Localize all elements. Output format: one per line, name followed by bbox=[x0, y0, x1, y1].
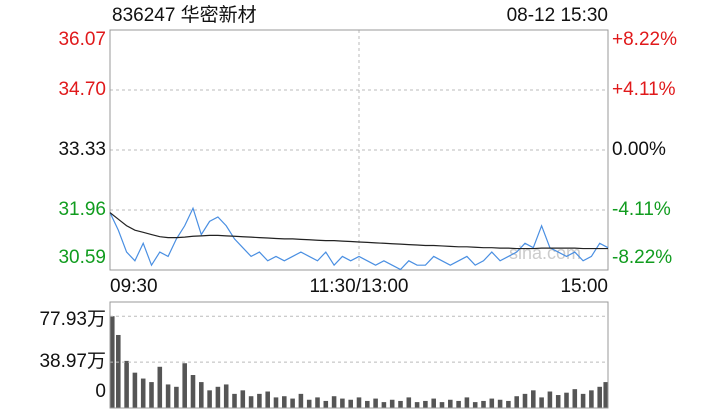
volume-bar bbox=[248, 396, 254, 408]
y-tick-label: 33.33 bbox=[58, 139, 106, 160]
volume-bar bbox=[257, 393, 262, 408]
volume-bar bbox=[531, 390, 536, 408]
y2-tick-label: 0.00% bbox=[612, 139, 666, 160]
volume-bar bbox=[215, 386, 221, 408]
volume-bar bbox=[132, 372, 138, 408]
volume-bar bbox=[199, 382, 204, 408]
volume-bar bbox=[414, 402, 420, 408]
price-line bbox=[109, 206, 609, 271]
volume-bar bbox=[348, 399, 353, 408]
volume-bar bbox=[323, 400, 329, 408]
volume-bar bbox=[190, 375, 196, 408]
x-tick-label: 15:00 bbox=[560, 276, 608, 297]
volume-bar bbox=[439, 402, 445, 408]
volume-bar bbox=[273, 397, 279, 408]
y-tick-label: 31.96 bbox=[58, 199, 106, 220]
y-tick-label: 36.07 bbox=[58, 29, 106, 50]
volume-bar bbox=[282, 396, 287, 408]
volume-bar bbox=[124, 360, 129, 408]
chart-title: 836247 华密新材 bbox=[112, 4, 257, 26]
x-tick-label: 09:30 bbox=[110, 276, 158, 297]
volume-bar bbox=[157, 366, 163, 408]
volume-bar bbox=[165, 384, 171, 408]
volume-bar bbox=[149, 382, 154, 408]
volume-bar bbox=[240, 390, 246, 408]
volume-bar bbox=[340, 398, 345, 408]
volume-bar bbox=[589, 390, 594, 408]
volume-bar bbox=[489, 398, 495, 408]
volume-bar bbox=[472, 402, 478, 408]
volume-bar bbox=[597, 386, 602, 408]
volume-bar bbox=[140, 378, 146, 408]
volume-bar bbox=[356, 397, 362, 408]
volume-bar bbox=[381, 402, 387, 408]
price-line bbox=[109, 212, 608, 250]
watermark: sina.com bbox=[509, 243, 581, 263]
volume-bar bbox=[506, 400, 511, 408]
y-tick-label: 0 bbox=[95, 381, 106, 402]
volume-bar bbox=[331, 396, 337, 408]
y2-tick-label: +8.22% bbox=[612, 29, 677, 50]
volume-bar bbox=[497, 399, 503, 408]
volume-bar bbox=[207, 390, 212, 408]
volume-bar bbox=[389, 399, 395, 408]
volume-bar bbox=[514, 396, 519, 408]
volume-bar bbox=[365, 400, 370, 408]
volume-bar bbox=[223, 384, 229, 408]
volume-bar bbox=[290, 398, 295, 408]
y-tick-label: 77.93万 bbox=[39, 309, 106, 330]
y2-tick-label: -4.11% bbox=[612, 199, 671, 220]
volume-bar bbox=[232, 393, 237, 408]
volume-bar bbox=[448, 399, 453, 408]
volume-bar bbox=[547, 391, 553, 408]
y2-tick-label: -8.22% bbox=[612, 247, 672, 268]
volume-bar bbox=[539, 397, 544, 408]
volume-bar bbox=[431, 398, 436, 408]
volume-bar bbox=[182, 363, 187, 408]
volume-bar bbox=[306, 399, 312, 408]
volume-bar bbox=[398, 400, 403, 408]
volume-bar bbox=[522, 393, 528, 408]
y-tick-label: 38.97万 bbox=[39, 351, 106, 372]
volume-bar bbox=[580, 393, 586, 408]
price-frame bbox=[109, 29, 609, 271]
volume-bar bbox=[456, 400, 461, 408]
volume-bar bbox=[603, 382, 608, 408]
volume-bar bbox=[464, 397, 470, 408]
volume-bar bbox=[373, 398, 378, 408]
volume-bar bbox=[564, 392, 569, 408]
volume-bar bbox=[116, 334, 121, 408]
volume-bar bbox=[265, 391, 270, 408]
volume-bar bbox=[481, 400, 486, 408]
volume-bar bbox=[174, 386, 179, 408]
volume-bar bbox=[315, 397, 320, 408]
volume-bar bbox=[298, 393, 304, 408]
y-tick-label: 30.59 bbox=[58, 247, 106, 268]
y2-tick-label: +4.11% bbox=[612, 79, 676, 100]
volume-bar bbox=[555, 395, 561, 408]
volume-frame bbox=[109, 301, 609, 409]
y-tick-label: 34.70 bbox=[58, 79, 106, 100]
timestamp: 08-12 15:30 bbox=[507, 5, 608, 26]
volume-bar bbox=[572, 389, 578, 408]
x-tick-label: 11:30/13:00 bbox=[310, 276, 409, 297]
volume-bar bbox=[423, 400, 428, 408]
volume-bar bbox=[406, 397, 412, 408]
